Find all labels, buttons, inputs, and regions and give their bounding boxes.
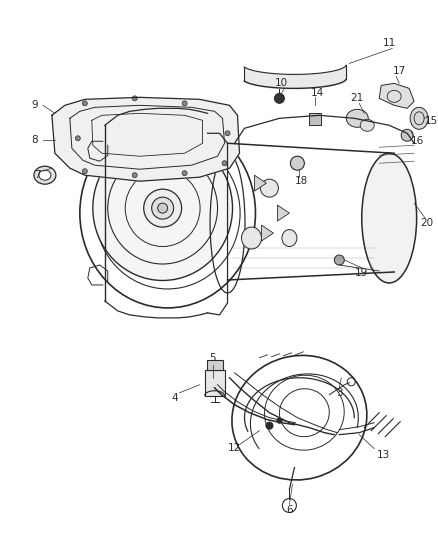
Circle shape [277, 418, 282, 423]
Text: 9: 9 [32, 100, 38, 110]
Text: 15: 15 [424, 116, 438, 126]
Polygon shape [277, 205, 290, 221]
Ellipse shape [261, 179, 279, 197]
Ellipse shape [401, 130, 413, 141]
Text: 21: 21 [351, 93, 364, 103]
Ellipse shape [144, 189, 182, 227]
Circle shape [132, 96, 137, 101]
Ellipse shape [93, 136, 233, 280]
Ellipse shape [39, 170, 51, 180]
Text: 12: 12 [228, 442, 241, 453]
Polygon shape [309, 114, 321, 125]
Circle shape [82, 101, 87, 106]
Circle shape [275, 93, 284, 103]
Text: 3: 3 [336, 387, 343, 398]
Text: 5: 5 [209, 353, 216, 363]
Ellipse shape [346, 109, 368, 127]
Ellipse shape [158, 203, 168, 213]
Text: 20: 20 [420, 218, 434, 228]
Circle shape [334, 255, 344, 265]
Text: 10: 10 [275, 78, 288, 88]
Circle shape [266, 422, 273, 429]
Text: 18: 18 [295, 176, 308, 186]
Circle shape [182, 101, 187, 106]
Text: 8: 8 [32, 135, 38, 146]
Polygon shape [379, 83, 414, 108]
Polygon shape [254, 175, 266, 191]
Text: 17: 17 [392, 67, 406, 76]
Text: 7: 7 [35, 170, 41, 180]
Circle shape [225, 131, 230, 136]
Ellipse shape [152, 197, 173, 219]
Circle shape [222, 161, 227, 166]
Text: 6: 6 [286, 505, 293, 515]
Polygon shape [261, 225, 273, 241]
Polygon shape [52, 98, 240, 181]
Ellipse shape [241, 227, 261, 249]
Circle shape [132, 173, 137, 177]
Text: 16: 16 [410, 136, 424, 146]
Text: 4: 4 [171, 393, 178, 403]
Ellipse shape [362, 153, 417, 283]
Text: 13: 13 [377, 450, 390, 459]
Text: 19: 19 [355, 268, 368, 278]
Text: 11: 11 [382, 38, 396, 49]
Circle shape [82, 169, 87, 174]
Circle shape [182, 171, 187, 176]
Circle shape [75, 136, 80, 141]
Circle shape [290, 156, 304, 170]
Polygon shape [207, 360, 223, 370]
Polygon shape [205, 370, 225, 395]
Ellipse shape [34, 166, 56, 184]
Text: 14: 14 [311, 88, 324, 99]
Ellipse shape [410, 107, 428, 130]
Ellipse shape [282, 230, 297, 247]
Ellipse shape [360, 119, 374, 131]
